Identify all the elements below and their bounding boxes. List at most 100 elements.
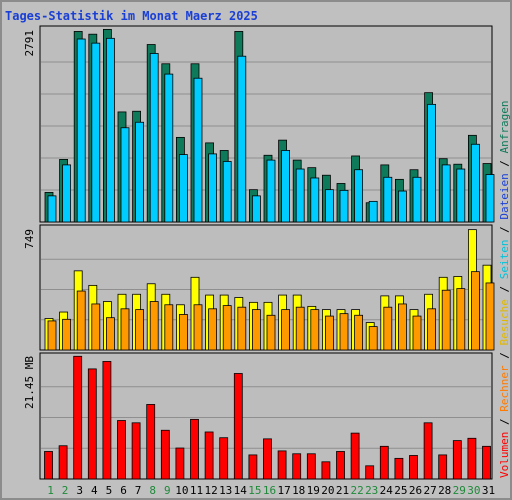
seiten-bar (354, 314, 364, 351)
legend-separator: / (498, 220, 511, 240)
volumen-bar (321, 461, 331, 480)
x-tick-label: 7 (135, 484, 142, 497)
volumen-bar (365, 465, 375, 480)
volumen-bar (58, 445, 68, 480)
x-tick-label: 2 (62, 484, 69, 497)
dateien-bar (106, 37, 115, 223)
dateien-bar (62, 164, 71, 223)
x-tick-label: 21 (336, 484, 349, 497)
volumen-bar (379, 445, 389, 480)
dateien-bar (47, 195, 57, 223)
x-tick-label: 16 (263, 484, 276, 497)
seiten-bar (324, 315, 334, 351)
dateien-bar (251, 195, 261, 223)
seiten-bar (193, 304, 203, 351)
seiten-bar (441, 289, 451, 351)
dateien-bar (339, 189, 349, 223)
dateien-bar (295, 168, 305, 223)
seiten-bar (178, 314, 188, 351)
x-tick-label: 14 (234, 484, 248, 497)
seiten-bar (106, 317, 115, 351)
seiten-bar (281, 309, 291, 351)
volumen-bar (73, 355, 83, 480)
bottom-max-label: 21.45 MB (23, 356, 36, 409)
x-tick-label: 12 (204, 484, 217, 497)
seiten-bar (47, 320, 57, 351)
x-tick-label: 13 (219, 484, 232, 497)
legend-seiten: Seiten (498, 240, 511, 280)
dateien-bar (456, 168, 466, 223)
dateien-bar (354, 169, 364, 223)
x-tick-label: 29 (453, 484, 466, 497)
volumen-bar (204, 431, 214, 480)
legend-separator: / (498, 412, 511, 432)
volumen-bar (131, 422, 141, 480)
x-tick-label: 8 (149, 484, 156, 497)
volumen-bar (336, 451, 345, 480)
volumen-bar (306, 453, 316, 480)
seiten-bar (427, 308, 437, 351)
volumen-bar (277, 450, 287, 480)
volumen-bar (467, 437, 477, 480)
dateien-bar (324, 189, 334, 223)
seiten-bar (208, 308, 218, 351)
seiten-bar (91, 303, 101, 351)
seiten-bar (412, 315, 422, 351)
x-tick-label: 1 (47, 484, 54, 497)
volumen-bar (117, 420, 126, 480)
legend-anfragen: Anfragen (498, 100, 511, 153)
x-tick-label: 5 (106, 484, 113, 497)
x-tick-label: 20 (321, 484, 334, 497)
volumen-bar (452, 440, 462, 480)
seiten-bar (266, 314, 276, 351)
legend-besuche: Besuche (498, 299, 511, 345)
dateien-bar (441, 164, 451, 223)
dateien-bar (266, 159, 276, 223)
volumen-bar (263, 438, 272, 480)
volumen-bar (409, 455, 418, 480)
seiten-bar (135, 309, 145, 351)
seiten-bar (485, 282, 495, 351)
x-tick-label: 23 (365, 484, 378, 497)
volumen-bar (423, 422, 433, 480)
volumen-bar (87, 368, 97, 480)
volumen-bar (350, 432, 360, 480)
x-tick-label: 9 (164, 484, 171, 497)
x-tick-label: 27 (423, 484, 436, 497)
dateien-bar (76, 38, 86, 223)
x-tick-label: 22 (350, 484, 363, 497)
seiten-bar (237, 306, 247, 351)
volumen-bar (438, 454, 448, 480)
x-tick-label: 28 (438, 484, 451, 497)
legend-volumen: Volumen (498, 432, 511, 478)
legend-separator: / (498, 153, 511, 173)
seiten-bar (310, 309, 320, 351)
x-tick-label: 17 (277, 484, 290, 497)
seiten-bar (368, 326, 378, 351)
volumen-bar (482, 445, 491, 480)
x-tick-label: 18 (292, 484, 305, 497)
dateien-bar (470, 143, 480, 223)
dateien-bar (310, 177, 320, 223)
dateien-bar (135, 121, 145, 223)
volumen-bar (190, 418, 199, 480)
x-tick-label: 25 (394, 484, 407, 497)
middle-max-label: 749 (23, 229, 36, 249)
volumen-bar (102, 361, 112, 480)
dateien-bar (427, 103, 437, 223)
volumen-bar (248, 454, 258, 480)
x-tick-label: 6 (120, 484, 127, 497)
x-tick-label: 4 (91, 484, 98, 497)
x-tick-label: 31 (482, 484, 495, 497)
x-tick-label: 15 (248, 484, 261, 497)
seiten-bar (76, 290, 86, 351)
seiten-bar (470, 271, 480, 351)
dateien-bar (91, 42, 101, 223)
seiten-bar (222, 305, 232, 351)
x-tick-label: 26 (409, 484, 422, 497)
legend-rechner: Rechner (498, 365, 511, 412)
volumen-bar (292, 453, 302, 480)
dateien-bar (237, 55, 247, 223)
